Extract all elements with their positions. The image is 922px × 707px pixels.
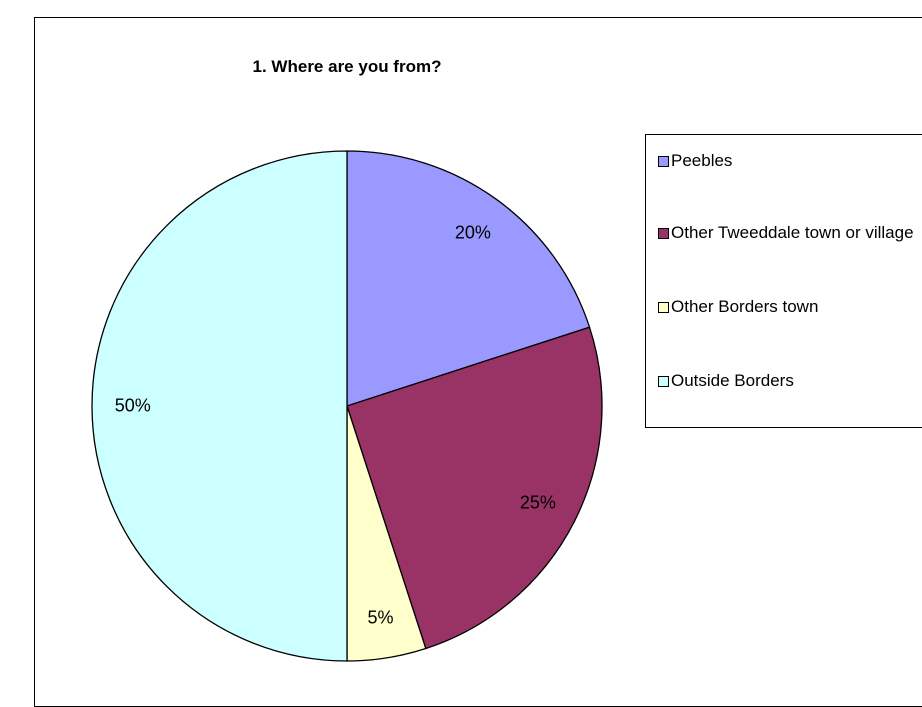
legend-swatch (658, 376, 669, 387)
pie-slice-3 (91, 150, 348, 662)
data-label: 20% (454, 222, 491, 243)
data-label: 25% (519, 492, 556, 513)
legend-label: Other Tweeddale town or village (671, 223, 914, 242)
data-label: 5% (367, 607, 394, 628)
data-label: 50% (114, 395, 151, 416)
chart-title: 1. Where are you from? (252, 57, 442, 76)
legend-item-outside-borders: Outside Borders (658, 371, 921, 391)
legend-swatch (658, 302, 669, 313)
legend-item-other-tweeddale: Other Tweeddale town or village (658, 223, 921, 243)
legend-item-other-borders: Other Borders town (658, 297, 921, 317)
legend-label: Other Borders town (671, 297, 819, 316)
pie-chart (91, 150, 603, 662)
legend-swatch (658, 156, 669, 167)
pie-slice-0 (346, 150, 591, 407)
legend-swatch (658, 228, 669, 239)
legend: Peebles Other Tweeddale town or village … (645, 134, 922, 428)
legend-item-peebles: Peebles (658, 151, 921, 171)
pie-slice-1 (346, 326, 603, 650)
legend-label: Peebles (671, 151, 733, 170)
legend-label: Outside Borders (671, 371, 794, 390)
